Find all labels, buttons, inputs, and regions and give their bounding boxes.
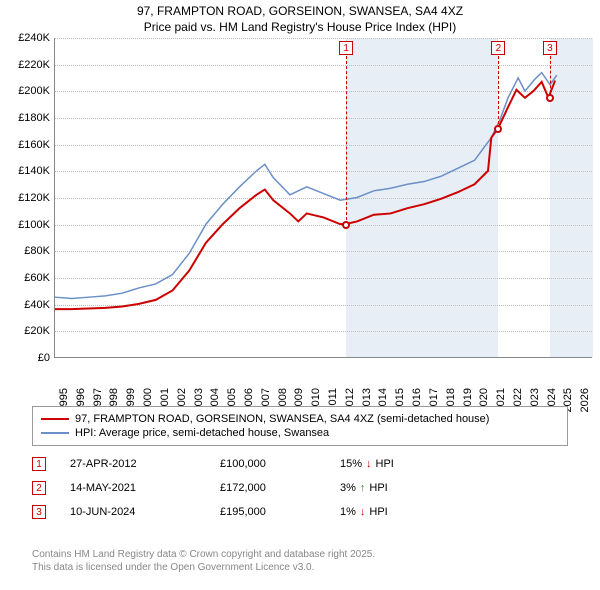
- footer: Contains HM Land Registry data © Crown c…: [32, 548, 568, 574]
- footer-line1: Contains HM Land Registry data © Crown c…: [32, 548, 568, 561]
- event-diff-pct: 15%: [340, 458, 362, 470]
- event-diff: 1% ↓ HPI: [340, 506, 388, 518]
- marker-number-box: 3: [543, 41, 557, 55]
- legend-item: HPI: Average price, semi-detached house,…: [41, 426, 559, 440]
- y-axis-label: £180K: [8, 112, 50, 124]
- event-marker-num: 3: [32, 505, 46, 519]
- legend-swatch: [41, 418, 69, 420]
- arrow-icon: ↓: [360, 506, 366, 518]
- legend-label: HPI: Average price, semi-detached house,…: [75, 427, 329, 439]
- marker-dot: [494, 125, 502, 133]
- marker-line: [346, 56, 347, 225]
- y-axis-label: £200K: [8, 85, 50, 97]
- event-date: 27-APR-2012: [70, 458, 220, 470]
- event-diff: 3% ↑ HPI: [340, 482, 388, 494]
- event-date: 14-MAY-2021: [70, 482, 220, 494]
- event-row: 1 27-APR-2012 £100,000 15% ↓ HPI: [32, 452, 568, 476]
- footer-line2: This data is licensed under the Open Gov…: [32, 561, 568, 574]
- legend: 97, FRAMPTON ROAD, GORSEINON, SWANSEA, S…: [32, 406, 568, 446]
- event-row: 3 10-JUN-2024 £195,000 1% ↓ HPI: [32, 500, 568, 524]
- event-diff: 15% ↓ HPI: [340, 458, 394, 470]
- y-axis-label: £80K: [8, 245, 50, 257]
- marker-line: [498, 56, 499, 129]
- title-line2: Price paid vs. HM Land Registry's House …: [0, 20, 600, 36]
- legend-item: 97, FRAMPTON ROAD, GORSEINON, SWANSEA, S…: [41, 412, 559, 426]
- y-axis-label: £100K: [8, 219, 50, 231]
- event-vs: HPI: [376, 458, 394, 470]
- y-axis-label: £240K: [8, 32, 50, 44]
- plot-region: 1 2 3: [54, 38, 592, 358]
- y-axis-label: £140K: [8, 165, 50, 177]
- legend-label: 97, FRAMPTON ROAD, GORSEINON, SWANSEA, S…: [75, 413, 489, 425]
- legend-swatch: [41, 432, 69, 434]
- event-diff-pct: 3%: [340, 482, 356, 494]
- title-line1: 97, FRAMPTON ROAD, GORSEINON, SWANSEA, S…: [0, 4, 600, 20]
- y-axis-label: £160K: [8, 139, 50, 151]
- y-axis-label: £40K: [8, 299, 50, 311]
- y-axis-label: £0: [8, 352, 50, 364]
- y-axis-label: £120K: [8, 192, 50, 204]
- chart-container: 97, FRAMPTON ROAD, GORSEINON, SWANSEA, S…: [0, 0, 600, 590]
- event-marker-num: 2: [32, 481, 46, 495]
- event-price: £195,000: [220, 506, 340, 518]
- y-axis-label: £20K: [8, 325, 50, 337]
- marker-dot: [342, 221, 350, 229]
- events-table: 1 27-APR-2012 £100,000 15% ↓ HPI 2 14-MA…: [32, 452, 568, 524]
- event-vs: HPI: [369, 506, 387, 518]
- marker-dot: [546, 94, 554, 102]
- arrow-icon: ↑: [360, 482, 366, 494]
- y-axis-label: £60K: [8, 272, 50, 284]
- chart-area: 1 2 3 £0 £20K £40K £60K £80K £100K £120K £140K £16…: [8, 38, 592, 400]
- title-block: 97, FRAMPTON ROAD, GORSEINON, SWANSEA, S…: [0, 0, 600, 37]
- event-marker-num: 1: [32, 457, 46, 471]
- line-series-svg: [55, 38, 592, 357]
- x-axis-label: 2026: [579, 388, 591, 412]
- event-diff-pct: 1%: [340, 506, 356, 518]
- series-line: [55, 81, 555, 310]
- event-date: 10-JUN-2024: [70, 506, 220, 518]
- marker-line: [550, 56, 551, 98]
- marker-number-box: 2: [491, 41, 505, 55]
- event-vs: HPI: [369, 482, 387, 494]
- marker-number-box: 1: [339, 41, 353, 55]
- series-line: [55, 73, 557, 299]
- arrow-icon: ↓: [366, 458, 372, 470]
- event-price: £100,000: [220, 458, 340, 470]
- event-price: £172,000: [220, 482, 340, 494]
- y-axis-label: £220K: [8, 59, 50, 71]
- event-row: 2 14-MAY-2021 £172,000 3% ↑ HPI: [32, 476, 568, 500]
